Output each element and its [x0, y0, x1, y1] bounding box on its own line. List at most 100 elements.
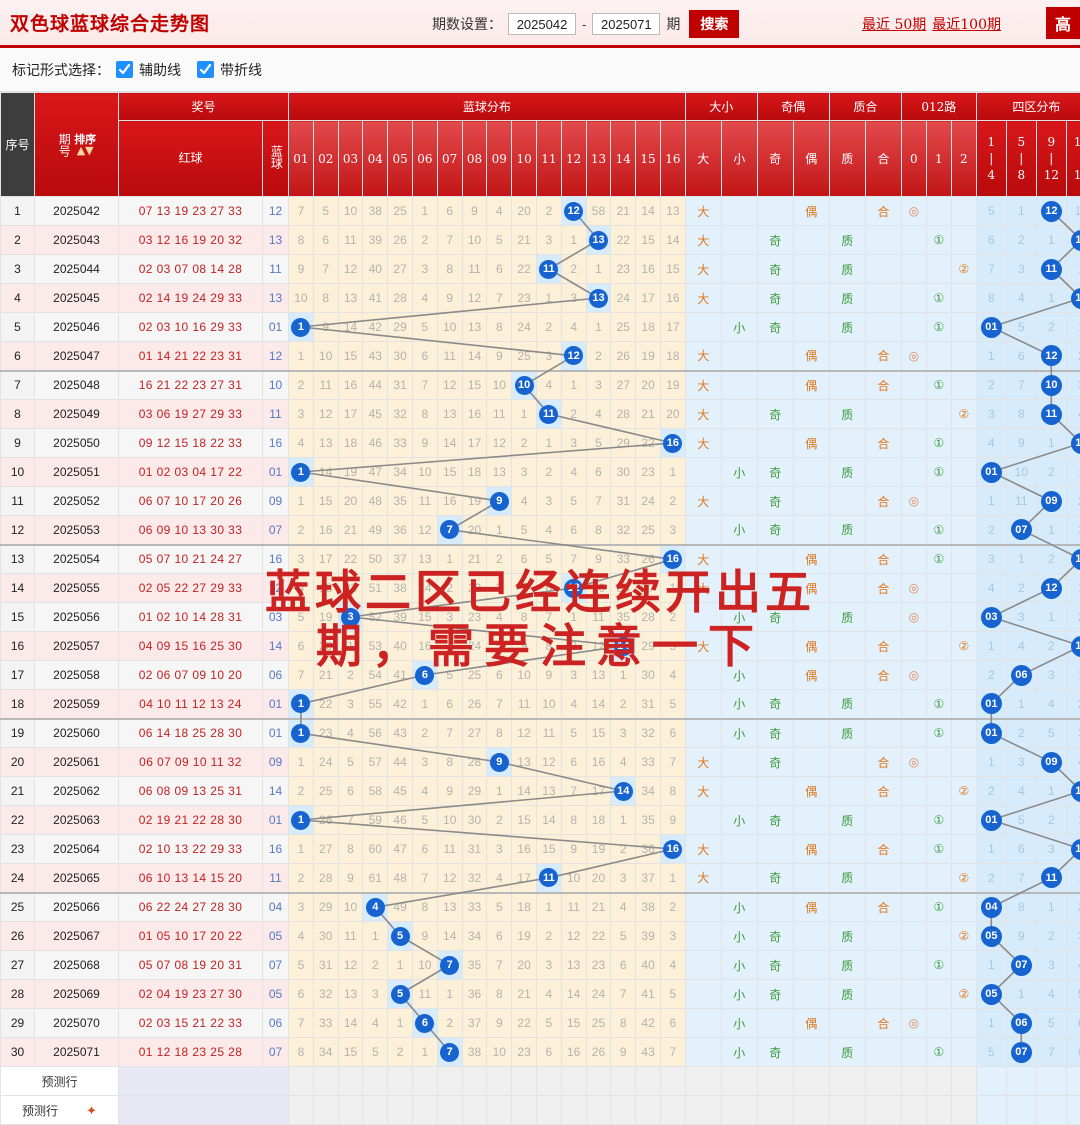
- col-prime[interactable]: 质: [829, 121, 865, 197]
- col-blue-01[interactable]: 01: [289, 121, 314, 197]
- predict-attr-cell[interactable]: [757, 1067, 793, 1096]
- col-lu-2[interactable]: 2: [951, 121, 976, 197]
- predict-attr-cell[interactable]: [685, 1067, 721, 1096]
- aux-line-checkbox[interactable]: [116, 61, 133, 78]
- predict-zone-cell[interactable]: [1036, 1067, 1066, 1096]
- predict-dist-cell[interactable]: [313, 1096, 338, 1125]
- predict-dist-cell[interactable]: [338, 1096, 363, 1125]
- col-blue-03[interactable]: 03: [338, 121, 363, 197]
- predict-dist-cell[interactable]: [586, 1067, 611, 1096]
- col-blue-ball[interactable]: 蓝球: [263, 121, 289, 197]
- predict-zone-cell[interactable]: [1066, 1096, 1080, 1125]
- predict-dist-cell[interactable]: [561, 1067, 586, 1096]
- predict-zone-cell[interactable]: [1006, 1067, 1036, 1096]
- col-zone-1[interactable]: 1|4: [976, 121, 1006, 197]
- predict-dist-cell[interactable]: [313, 1067, 338, 1096]
- predict-attr-cell[interactable]: [793, 1067, 829, 1096]
- predict-dist-cell[interactable]: [636, 1067, 661, 1096]
- col-blue-11[interactable]: 11: [536, 121, 561, 197]
- col-blue-07[interactable]: 07: [437, 121, 462, 197]
- predict-zone-cell[interactable]: [976, 1096, 1006, 1125]
- col-blue-02[interactable]: 02: [313, 121, 338, 197]
- predict-dist-cell[interactable]: [437, 1067, 462, 1096]
- predict-dist-cell[interactable]: [636, 1096, 661, 1125]
- col-issue-sort[interactable]: 期号 排序 ▲▼: [35, 93, 119, 197]
- col-blue-09[interactable]: 09: [487, 121, 512, 197]
- predict-attr-cell[interactable]: [951, 1067, 976, 1096]
- col-blue-10[interactable]: 10: [512, 121, 537, 197]
- predict-dist-cell[interactable]: [536, 1096, 561, 1125]
- col-zone-3[interactable]: 9|12: [1036, 121, 1066, 197]
- issue-to-input[interactable]: [592, 13, 660, 35]
- predict-row[interactable]: 预测行: [1, 1067, 1080, 1096]
- predict-attr-cell[interactable]: [901, 1067, 926, 1096]
- predict-attr-cell[interactable]: [865, 1067, 901, 1096]
- sort-arrows-icon[interactable]: ▲▼: [74, 145, 96, 156]
- col-lu-0[interactable]: 0: [901, 121, 926, 197]
- col-composite[interactable]: 合: [865, 121, 901, 197]
- col-blue-08[interactable]: 08: [462, 121, 487, 197]
- link-recent-50[interactable]: 最近 50期: [862, 14, 926, 34]
- predict-attr-cell[interactable]: [829, 1067, 865, 1096]
- col-zone-4[interactable]: 13|16: [1066, 121, 1080, 197]
- predict-prize-cell[interactable]: [119, 1096, 289, 1125]
- predict-dist-cell[interactable]: [660, 1096, 685, 1125]
- predict-attr-cell[interactable]: [793, 1096, 829, 1125]
- predict-attr-cell[interactable]: [951, 1096, 976, 1125]
- predict-dist-cell[interactable]: [660, 1067, 685, 1096]
- predict-arrow-icon[interactable]: ✦: [86, 1104, 97, 1119]
- predict-dist-cell[interactable]: [487, 1067, 512, 1096]
- issue-from-input[interactable]: [508, 13, 576, 35]
- col-lu-1[interactable]: 1: [926, 121, 951, 197]
- predict-dist-cell[interactable]: [413, 1067, 438, 1096]
- search-button[interactable]: 搜索: [689, 10, 739, 38]
- predict-dist-cell[interactable]: [487, 1096, 512, 1125]
- col-blue-04[interactable]: 04: [363, 121, 388, 197]
- col-blue-16[interactable]: 16: [660, 121, 685, 197]
- predict-attr-cell[interactable]: [926, 1096, 951, 1125]
- col-size-small[interactable]: 小: [721, 121, 757, 197]
- predict-attr-cell[interactable]: [829, 1096, 865, 1125]
- col-blue-13[interactable]: 13: [586, 121, 611, 197]
- predict-dist-cell[interactable]: [611, 1096, 636, 1125]
- predict-dist-cell[interactable]: [512, 1096, 537, 1125]
- col-parity-even[interactable]: 偶: [793, 121, 829, 197]
- predict-attr-cell[interactable]: [901, 1096, 926, 1125]
- predict-dist-cell[interactable]: [512, 1067, 537, 1096]
- col-zone-2[interactable]: 5|8: [1006, 121, 1036, 197]
- predict-row[interactable]: 预测行✦: [1, 1096, 1080, 1125]
- col-blue-14[interactable]: 14: [611, 121, 636, 197]
- predict-dist-cell[interactable]: [611, 1067, 636, 1096]
- predict-zone-cell[interactable]: [976, 1067, 1006, 1096]
- predict-attr-cell[interactable]: [721, 1096, 757, 1125]
- predict-dist-cell[interactable]: [338, 1067, 363, 1096]
- sort-control[interactable]: 排序 ▲▼: [74, 134, 96, 156]
- predict-attr-cell[interactable]: [685, 1096, 721, 1125]
- predict-dist-cell[interactable]: [586, 1096, 611, 1125]
- predict-dist-cell[interactable]: [388, 1096, 413, 1125]
- predict-dist-cell[interactable]: [437, 1096, 462, 1125]
